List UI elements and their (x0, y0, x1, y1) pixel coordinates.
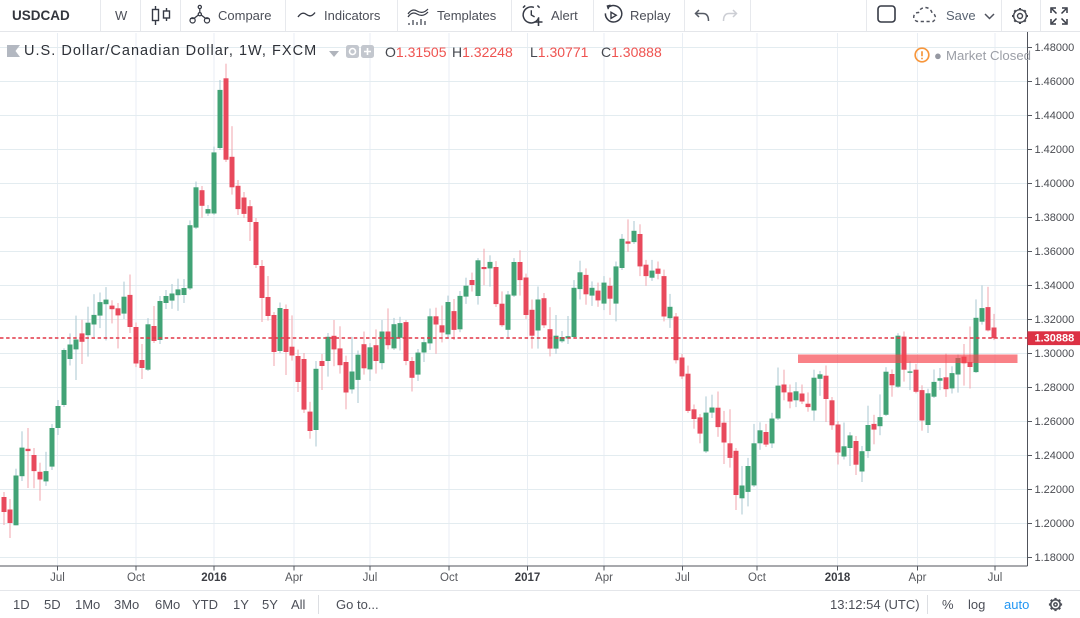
svg-text:Apr: Apr (909, 572, 927, 584)
svg-text:Jul: Jul (363, 572, 378, 584)
svg-text:1.30000: 1.30000 (1035, 348, 1075, 360)
svg-text:Jul: Jul (675, 572, 690, 584)
svg-text:1.46000: 1.46000 (1035, 76, 1075, 88)
svg-text:Oct: Oct (127, 572, 146, 584)
svg-text:1.44000: 1.44000 (1035, 110, 1075, 122)
svg-text:1.30888: 1.30888 (1035, 333, 1075, 345)
svg-text:Jul: Jul (988, 572, 1003, 584)
svg-text:1.20000: 1.20000 (1035, 518, 1075, 530)
svg-text:Apr: Apr (595, 572, 613, 584)
svg-text:2016: 2016 (201, 572, 227, 584)
svg-text:1.48000: 1.48000 (1035, 42, 1075, 54)
svg-text:Oct: Oct (748, 572, 767, 584)
svg-text:1.18000: 1.18000 (1035, 552, 1075, 564)
svg-text:1.22000: 1.22000 (1035, 484, 1075, 496)
svg-text:Oct: Oct (440, 572, 459, 584)
svg-text:Apr: Apr (285, 572, 303, 584)
svg-text:2018: 2018 (825, 572, 851, 584)
svg-text:1.28000: 1.28000 (1035, 382, 1075, 394)
svg-text:1.36000: 1.36000 (1035, 246, 1075, 258)
svg-text:1.24000: 1.24000 (1035, 450, 1075, 462)
svg-text:1.40000: 1.40000 (1035, 178, 1075, 190)
svg-text:1.42000: 1.42000 (1035, 144, 1075, 156)
svg-text:Jul: Jul (50, 572, 65, 584)
svg-text:1.32000: 1.32000 (1035, 314, 1075, 326)
svg-text:1.34000: 1.34000 (1035, 280, 1075, 292)
svg-text:2017: 2017 (515, 572, 541, 584)
svg-text:1.26000: 1.26000 (1035, 416, 1075, 428)
svg-text:1.38000: 1.38000 (1035, 212, 1075, 224)
